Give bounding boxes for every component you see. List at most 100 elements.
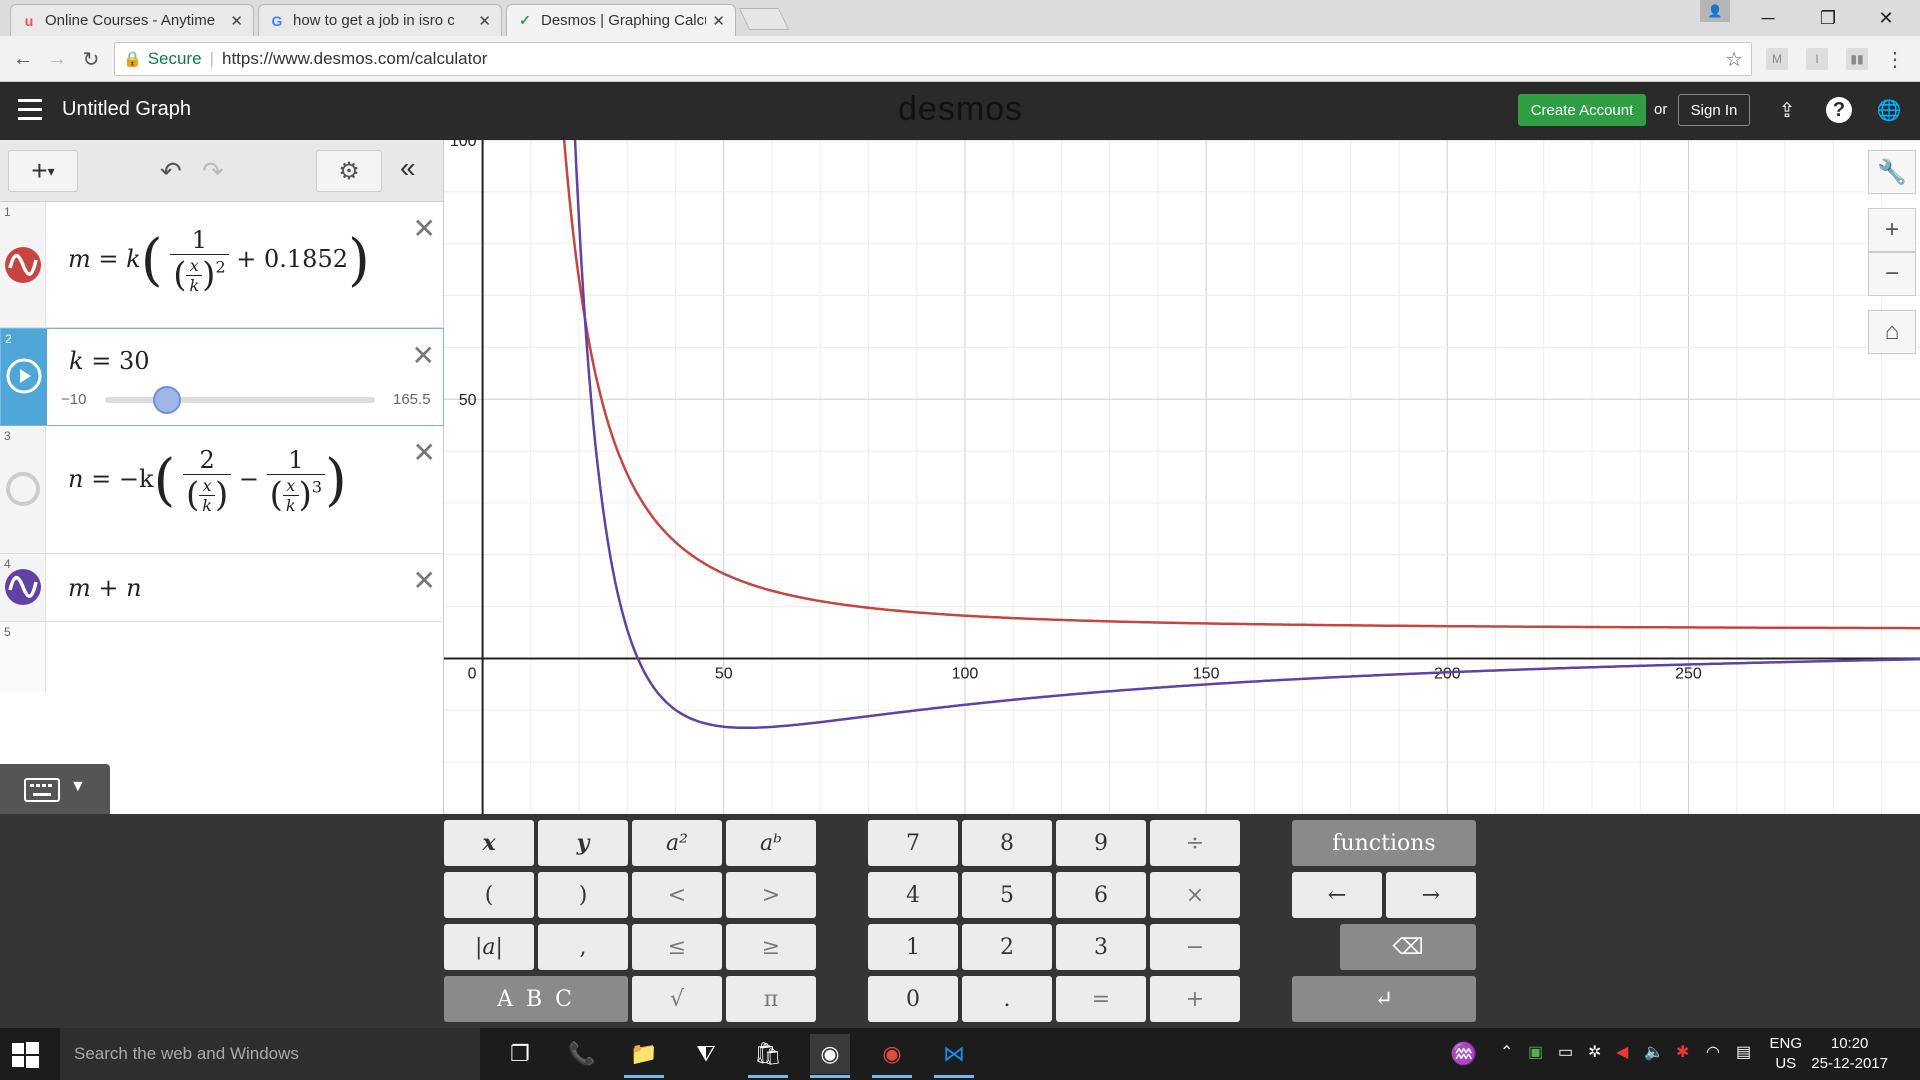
key-less-equal[interactable]: ≤ xyxy=(632,924,722,970)
key-4[interactable]: 4 xyxy=(868,872,958,918)
chrome-active-icon[interactable]: ◉ xyxy=(810,1034,850,1078)
vscode-icon[interactable]: ⋈ xyxy=(934,1034,974,1078)
chrome-icon[interactable]: ◉ xyxy=(872,1034,912,1078)
clock[interactable]: 10:20 25-12-2017 xyxy=(1811,1034,1888,1074)
close-tab-icon[interactable]: ✕ xyxy=(230,12,243,30)
key-1[interactable]: 1 xyxy=(868,924,958,970)
key-7[interactable]: 7 xyxy=(868,820,958,866)
play-slider-icon[interactable] xyxy=(5,357,43,395)
sign-in-button[interactable]: Sign In xyxy=(1678,94,1750,126)
taskbar-search[interactable]: Search the web and Windows xyxy=(60,1028,480,1080)
extension-i-icon[interactable]: I xyxy=(1806,48,1828,70)
menu-icon[interactable] xyxy=(18,99,42,121)
activity-monitor-icon[interactable]: ♒ xyxy=(1450,1041,1478,1066)
task-view-icon[interactable]: ❐ xyxy=(510,1041,530,1066)
key-sqrt[interactable]: √ xyxy=(632,976,722,1022)
zoom-out-button[interactable]: − xyxy=(1868,252,1916,296)
windows-start-icon[interactable] xyxy=(10,1040,40,1070)
key-a-power-b[interactable]: aᵇ xyxy=(726,820,816,866)
key-y[interactable]: y xyxy=(538,820,628,866)
extension-m-icon[interactable]: M xyxy=(1766,48,1788,70)
undo-icon[interactable]: ↶ xyxy=(160,156,182,186)
key-9[interactable]: 9 xyxy=(1056,820,1146,866)
right-arrow-key[interactable]: → xyxy=(1386,872,1476,918)
expression-row-2[interactable]: 2 k = 30 −10 165.5 ✕ xyxy=(0,328,444,426)
left-arrow-key[interactable]: ← xyxy=(1292,872,1382,918)
abc-key[interactable]: A B C xyxy=(444,976,628,1022)
tray-chevron-icon[interactable]: ⌃ xyxy=(1500,1044,1514,1061)
antivirus-icon[interactable]: ✱ xyxy=(1676,1044,1690,1061)
delete-expression-icon[interactable]: ✕ xyxy=(412,213,436,244)
key-close-paren[interactable]: ) xyxy=(538,872,628,918)
key-0[interactable]: 0 xyxy=(868,976,958,1022)
graph-color-icon[interactable] xyxy=(4,568,42,606)
minimize-icon[interactable]: ─ xyxy=(1761,7,1775,28)
expression-1-math[interactable]: m = k( 1 (x k)2 + 0.1852) xyxy=(68,226,370,295)
extension-book-icon[interactable]: ▮▮ xyxy=(1846,48,1868,70)
key-equals[interactable]: = xyxy=(1056,976,1146,1022)
key-comma[interactable]: , xyxy=(538,924,628,970)
chrome-menu-icon[interactable]: ⋮ xyxy=(1885,48,1905,71)
forward-icon[interactable]: → xyxy=(47,47,67,70)
expression-row-3[interactable]: 3 n = −k( 2 (x k) − 1 (x k)3 ) ✕ xyxy=(0,426,444,554)
key-divide[interactable]: ÷ xyxy=(1150,820,1240,866)
key-5[interactable]: 5 xyxy=(962,872,1052,918)
wifi-icon[interactable]: ◠ xyxy=(1706,1044,1720,1061)
graph-color-icon[interactable] xyxy=(4,246,42,284)
globe-icon[interactable]: 🌐 xyxy=(1876,99,1902,122)
delete-expression-icon[interactable]: ✕ xyxy=(412,565,436,596)
close-tab-icon[interactable]: ✕ xyxy=(478,12,491,30)
create-account-button[interactable]: Create Account xyxy=(1518,94,1646,126)
new-tab-button[interactable] xyxy=(738,8,790,30)
zoom-in-button[interactable]: + xyxy=(1868,208,1916,252)
graph-canvas[interactable]: 50 100 150 200 250 100 50 0 xyxy=(444,140,1920,814)
help-icon[interactable]: ? xyxy=(1826,97,1852,123)
wrench-icon[interactable]: 🔧 xyxy=(1868,150,1916,194)
expression-3-math[interactable]: n = −k( 2 (x k) − 1 (x k)3 ) xyxy=(68,446,347,515)
address-bar[interactable]: 🔒 Secure | https://www.desmos.com/calcul… xyxy=(114,42,1752,76)
enter-key[interactable]: ↵ xyxy=(1292,976,1476,1022)
backspace-key[interactable]: ⌫ xyxy=(1340,924,1476,970)
key-greater-equal[interactable]: ≥ xyxy=(726,924,816,970)
key-6[interactable]: 6 xyxy=(1056,872,1146,918)
reload-icon[interactable]: ↻ xyxy=(82,48,100,71)
expression-row-5[interactable]: 5 xyxy=(0,622,444,692)
graph-title[interactable]: Untitled Graph xyxy=(62,98,191,120)
tab-desmos[interactable]: ✓ Desmos | Graphing Calcu ✕ xyxy=(506,4,736,36)
expression-row-4[interactable]: 4 m + n ✕ xyxy=(0,554,444,622)
hidden-graph-icon[interactable] xyxy=(4,470,42,508)
key-3[interactable]: 3 xyxy=(1056,924,1146,970)
language-indicator[interactable]: ENG US xyxy=(1769,1034,1802,1074)
slider-track[interactable] xyxy=(105,397,375,403)
delete-expression-icon[interactable]: ✕ xyxy=(412,437,436,468)
close-tab-icon[interactable]: ✕ xyxy=(712,12,725,30)
key-greater-than[interactable]: > xyxy=(726,872,816,918)
slider-handle[interactable] xyxy=(152,386,181,414)
viber-icon[interactable]: 📞 xyxy=(568,1041,596,1066)
key-x[interactable]: x xyxy=(444,820,534,866)
expression-4-math[interactable]: m + n xyxy=(68,574,142,602)
volume-icon[interactable]: 🔈 xyxy=(1644,1044,1664,1061)
bookmark-star-icon[interactable]: ☆ xyxy=(1725,49,1743,71)
sync-icon[interactable]: ✲ xyxy=(1588,1044,1602,1061)
key-less-than[interactable]: < xyxy=(632,872,722,918)
settings-gear-icon[interactable]: ⚙ xyxy=(316,150,382,192)
profile-icon[interactable]: 👤 xyxy=(1700,0,1730,22)
share-icon[interactable]: ⇪ xyxy=(1778,99,1796,122)
key-plus[interactable]: + xyxy=(1150,976,1240,1022)
back-icon[interactable]: ← xyxy=(13,47,33,70)
key-open-paren[interactable]: ( xyxy=(444,872,534,918)
functions-button[interactable]: functions xyxy=(1292,820,1476,866)
key-8[interactable]: 8 xyxy=(962,820,1052,866)
store-icon[interactable]: 🛍 xyxy=(748,1034,788,1078)
key-2[interactable]: 2 xyxy=(962,924,1052,970)
tab-google[interactable]: G how to get a job in isro c ✕ xyxy=(258,4,502,36)
key-minus[interactable]: − xyxy=(1150,924,1240,970)
key-decimal[interactable]: . xyxy=(962,976,1052,1022)
delete-expression-icon[interactable]: ✕ xyxy=(411,340,435,371)
add-item-button[interactable]: + ▾ xyxy=(8,150,78,192)
tab-udemy[interactable]: u Online Courses - Anytime ✕ xyxy=(10,4,254,36)
mute-icon[interactable]: ◀ xyxy=(1616,1044,1629,1061)
graph-paper[interactable]: 50 100 150 200 250 100 50 0 🔧 + − ⌂ xyxy=(444,140,1920,814)
collapse-panel-icon[interactable]: « xyxy=(400,152,416,183)
